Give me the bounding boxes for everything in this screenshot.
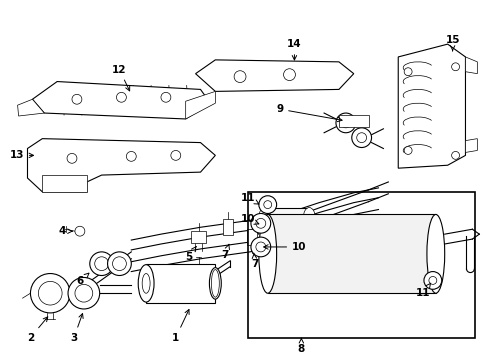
Circle shape: [234, 71, 246, 82]
Circle shape: [256, 219, 266, 228]
Text: 11: 11: [241, 193, 259, 204]
Circle shape: [113, 257, 126, 271]
Bar: [191, 231, 206, 243]
Circle shape: [95, 257, 109, 271]
Circle shape: [75, 284, 93, 302]
Circle shape: [161, 93, 171, 102]
Text: 3: 3: [71, 314, 83, 342]
Text: 10: 10: [241, 215, 259, 224]
Text: 1: 1: [172, 310, 189, 342]
Polygon shape: [186, 91, 215, 119]
Bar: [42, 175, 87, 192]
Circle shape: [336, 113, 356, 133]
Ellipse shape: [259, 215, 277, 293]
Polygon shape: [268, 215, 436, 293]
Text: 14: 14: [287, 39, 302, 60]
Ellipse shape: [142, 274, 150, 293]
Polygon shape: [466, 57, 477, 74]
Ellipse shape: [259, 208, 270, 227]
Text: 6: 6: [76, 273, 89, 287]
Circle shape: [126, 152, 136, 161]
Text: 4: 4: [58, 226, 72, 236]
Text: 7: 7: [221, 244, 229, 260]
Circle shape: [424, 271, 442, 289]
Circle shape: [452, 63, 460, 71]
Circle shape: [251, 237, 270, 257]
Polygon shape: [398, 44, 465, 168]
Circle shape: [108, 252, 131, 275]
Text: 2: 2: [27, 317, 48, 342]
Circle shape: [72, 94, 82, 104]
Circle shape: [67, 153, 77, 163]
Bar: [223, 219, 233, 235]
Circle shape: [357, 133, 367, 143]
Circle shape: [75, 226, 85, 236]
Circle shape: [251, 213, 270, 233]
Circle shape: [90, 252, 114, 275]
Circle shape: [264, 201, 271, 208]
Polygon shape: [27, 139, 215, 192]
Polygon shape: [32, 82, 210, 119]
Polygon shape: [265, 208, 309, 227]
Circle shape: [452, 152, 460, 159]
Ellipse shape: [427, 215, 445, 293]
Text: 9: 9: [276, 104, 342, 122]
Circle shape: [171, 150, 181, 160]
Polygon shape: [196, 60, 354, 91]
Polygon shape: [146, 264, 215, 303]
Bar: [339, 115, 368, 127]
Text: 13: 13: [9, 150, 33, 161]
Polygon shape: [466, 139, 477, 152]
Bar: [247, 229, 257, 245]
Text: 8: 8: [298, 338, 305, 354]
Circle shape: [117, 93, 126, 102]
Circle shape: [352, 128, 371, 148]
Circle shape: [404, 147, 412, 154]
Ellipse shape: [209, 267, 221, 299]
Text: 7: 7: [251, 253, 259, 269]
Text: 10: 10: [264, 242, 307, 252]
Circle shape: [30, 274, 70, 313]
Circle shape: [404, 68, 412, 76]
Circle shape: [429, 276, 437, 284]
Bar: [248, 192, 475, 338]
Polygon shape: [18, 99, 44, 116]
Circle shape: [341, 118, 351, 128]
Ellipse shape: [303, 208, 315, 227]
Circle shape: [284, 69, 295, 81]
Text: 12: 12: [112, 65, 130, 91]
Text: 5: 5: [185, 247, 196, 262]
Text: 15: 15: [445, 35, 460, 51]
Ellipse shape: [138, 265, 154, 302]
Circle shape: [68, 278, 99, 309]
Circle shape: [256, 242, 266, 252]
Text: 11: 11: [416, 283, 431, 298]
Circle shape: [259, 196, 277, 213]
Circle shape: [38, 282, 62, 305]
